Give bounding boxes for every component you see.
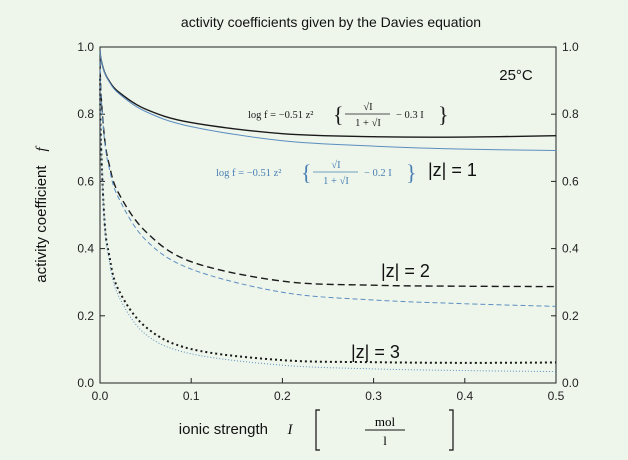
y-tick-label: 0.4 <box>77 242 94 256</box>
x-tick-label: 0.0 <box>92 389 109 403</box>
left-y-ticks: 0.0 0.2 0.4 0.6 0.8 1.0 <box>77 40 105 390</box>
unit-denominator: l <box>383 433 387 448</box>
x-tick-label: 0.3 <box>365 389 382 403</box>
y2-tick-label: 0.8 <box>562 107 579 121</box>
equation-black-numerator: √I <box>363 101 373 113</box>
series-layer <box>99 50 557 373</box>
equation-blue: log f = −0.51 z² { √I 1 + √I − 0.2 I } <box>216 159 417 187</box>
y-axis-label-text: activity coefficient <box>33 165 50 283</box>
series-z3-coef-03 <box>99 78 557 364</box>
y-axis-symbol: f <box>34 145 50 151</box>
series-z1-coef-03 <box>99 50 557 138</box>
x-tick-label: 0.4 <box>456 389 473 403</box>
y2-tick-label: 0.6 <box>562 174 579 188</box>
y-tick-label: 0.8 <box>77 107 94 121</box>
annotation-z3: |z| = 3 <box>351 342 400 362</box>
equation-blue-denominator: 1 + √I <box>323 175 349 187</box>
series-z1-coef-02 <box>99 50 557 151</box>
unit-right-bracket <box>449 409 454 451</box>
y2-tick-label: 0.0 <box>562 376 579 390</box>
equation-blue-right-brace: } <box>406 160 417 185</box>
equation-black-denominator: 1 + √I <box>355 117 381 129</box>
x-tick-label: 0.2 <box>274 389 291 403</box>
equation-black-right-brace: } <box>438 102 449 127</box>
chart-title: activity coefficients given by the Davie… <box>181 14 481 30</box>
x-axis-symbol: I <box>287 422 294 438</box>
annotation-z1: |z| = 1 <box>428 160 477 180</box>
equation-blue-numerator: √I <box>331 159 341 171</box>
y-tick-label: 0.2 <box>77 309 94 323</box>
y2-tick-label: 1.0 <box>562 40 579 54</box>
equation-blue-lhs: log f = −0.51 z² <box>216 168 281 179</box>
x-axis-label: ionic strength I mol l <box>179 409 454 451</box>
right-y-ticks: 0.0 0.2 0.4 0.6 0.8 1.0 <box>551 40 579 390</box>
y2-tick-label: 0.4 <box>562 242 579 256</box>
unit-left-bracket <box>315 409 320 451</box>
series-z2-coef-03 <box>99 61 557 288</box>
equation-black-lhs: log f = −0.51 z² <box>248 110 313 121</box>
temperature-label: 25°C <box>499 67 533 84</box>
series-z3-coef-02 <box>99 78 557 373</box>
svg-text:activity coefficientf: activity coefficient f <box>33 145 50 282</box>
y2-tick-label: 0.2 <box>562 309 579 323</box>
y-axis-label: activity coefficient f <box>33 145 50 282</box>
x-ticks: 0.0 0.1 0.2 0.3 0.4 0.5 <box>92 378 565 403</box>
annotation-z2: |z| = 2 <box>381 261 430 281</box>
x-tick-label: 0.1 <box>183 389 200 403</box>
x-axis-label-text: ionic strength <box>179 421 268 438</box>
y-tick-label: 0.6 <box>77 174 94 188</box>
plot-frame <box>99 46 557 384</box>
y-tick-label: 1.0 <box>77 40 94 54</box>
x-tick-label: 0.5 <box>548 389 565 403</box>
y-tick-label: 0.0 <box>77 376 94 390</box>
equation-black-left-brace: { <box>333 102 344 127</box>
series-z2-coef-02 <box>99 61 557 307</box>
equation-black-tail: − 0.3 I <box>396 110 424 121</box>
unit-numerator: mol <box>375 414 396 429</box>
equation-black: log f = −0.51 z² { √I 1 + √I − 0.3 I } <box>248 101 449 129</box>
equation-blue-left-brace: { <box>301 160 312 185</box>
equation-blue-tail: − 0.2 I <box>364 168 392 179</box>
